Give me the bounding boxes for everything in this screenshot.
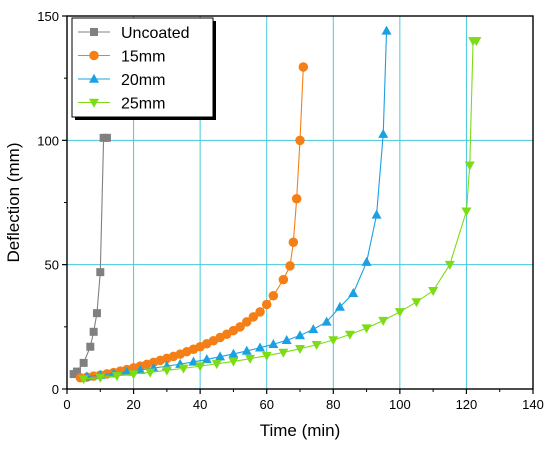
data-point [241,345,252,355]
data-point [195,362,206,372]
data-point [161,366,172,376]
data-point [381,25,392,35]
data-point [291,194,302,204]
data-point [201,354,212,364]
data-point [255,342,266,352]
data-point [86,342,95,351]
data-point [145,368,156,378]
data-point [344,330,355,340]
legend-label: Uncoated [121,25,190,42]
x-axis-title: Time (min) [260,421,341,440]
data-point [268,291,279,301]
data-point [245,354,256,364]
series-uncoated [69,133,111,379]
data-point [428,287,439,297]
x-tick-label: 100 [389,397,411,412]
data-point [278,348,289,358]
data-point [378,128,389,138]
data-point [228,348,239,358]
data-point [92,309,101,318]
data-point [411,298,422,308]
data-point [248,312,259,322]
y-tick-label: 100 [37,133,59,148]
data-point [308,324,319,334]
data-point [361,256,372,266]
data-point [111,372,122,382]
data-point [285,261,295,271]
data-point [334,301,345,311]
data-point [79,358,88,367]
data-point [321,316,332,326]
data-point [268,338,279,348]
data-point [255,307,265,317]
data-point [288,237,299,248]
data-point [261,299,272,310]
legend-marker [90,28,98,36]
data-point [72,367,81,376]
data-point [235,322,245,332]
data-point [394,308,405,318]
data-point [95,373,106,383]
data-point [298,62,309,72]
legend-marker [89,73,99,83]
data-point [78,375,89,385]
x-tick-label: 0 [63,397,70,412]
data-point [378,316,389,326]
legend-item: 25mm [78,96,165,113]
data-point [128,370,139,380]
data-point [295,344,305,354]
data-point [261,351,272,361]
data-point [102,133,111,142]
data-point [281,335,292,345]
data-point [121,366,132,376]
data-point [295,135,305,146]
data-point [89,327,98,336]
data-point [311,340,322,350]
series-group [69,25,482,385]
data-point [241,317,252,327]
legend-item: 20mm [78,72,165,89]
data-point [444,260,455,270]
data-point [211,360,222,370]
x-tick-label: 60 [259,397,273,412]
data-point [461,207,472,217]
legend-marker [89,98,99,108]
data-point [328,336,339,346]
data-point [348,288,359,298]
data-point [361,324,372,334]
y-tick-label: 50 [45,258,59,273]
legend: Uncoated 15mm 20mm 25mm [71,17,216,120]
x-tick-label: 120 [456,397,478,412]
y-tick-label: 150 [37,9,59,24]
x-tick-label: 80 [326,397,340,412]
y-tick-label: 0 [52,382,59,397]
y-axis-title: Deflection (mm) [4,143,23,263]
series-25mm [78,37,482,385]
series-line [73,137,107,375]
x-tick-label: 40 [193,397,207,412]
data-point [215,351,226,361]
data-point [464,161,475,171]
data-point [371,209,382,219]
axis-ticks: 0 20 40 60 80 100 120 140 0 50 100 150 [37,9,544,412]
legend-label: 15mm [121,49,165,66]
legend-label: 20mm [121,72,165,89]
legend-item: Uncoated [78,25,190,42]
data-point [278,274,289,285]
data-point [96,268,105,277]
legend-marker [89,50,99,61]
data-point [471,37,482,47]
legend-label: 25mm [121,96,165,113]
data-point [228,357,239,367]
legend-item: 15mm [78,49,165,66]
data-point [178,364,189,374]
x-tick-label: 20 [126,397,140,412]
data-point [295,330,305,340]
x-tick-label: 140 [522,397,544,412]
